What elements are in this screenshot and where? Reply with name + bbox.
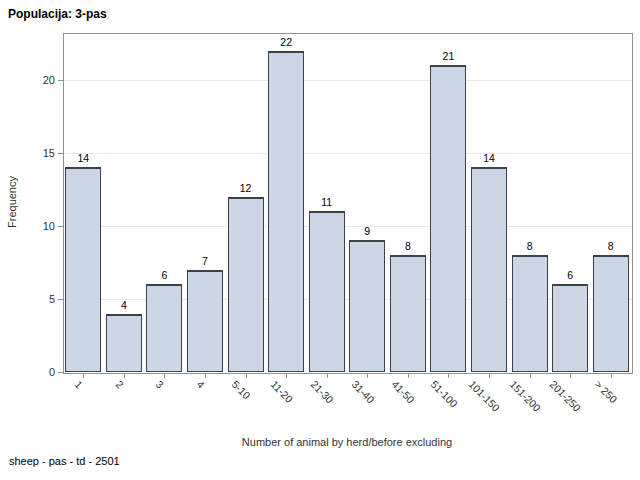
gridline	[64, 153, 632, 154]
bar	[65, 167, 101, 372]
bar-value-label: 7	[202, 255, 208, 267]
bar-value-label: 6	[567, 269, 573, 281]
x-tick-label: 1	[73, 378, 86, 391]
x-tick-label: 11-20	[268, 378, 295, 405]
y-axis-title: Frequency	[6, 176, 18, 228]
y-tick-label: 5	[49, 293, 55, 305]
x-tick-label: 4	[194, 378, 207, 391]
bar-value-label: 8	[527, 240, 533, 252]
x-tick-mark	[448, 373, 449, 378]
x-tick-mark	[367, 373, 368, 378]
bar-value-label: 14	[77, 152, 89, 164]
bar	[146, 284, 182, 372]
y-tick-mark	[58, 299, 63, 300]
y-tick-label: 20	[43, 74, 55, 86]
x-tick-mark	[489, 373, 490, 378]
x-tick-mark	[611, 373, 612, 378]
x-tick-mark	[205, 373, 206, 378]
x-tick-mark	[246, 373, 247, 378]
bar	[349, 240, 385, 372]
bar	[106, 314, 142, 372]
bar-value-label: 8	[608, 240, 614, 252]
bar-value-label: 6	[162, 269, 168, 281]
bar	[390, 255, 426, 372]
x-tick-label: 51-100	[428, 378, 460, 410]
bar	[471, 167, 507, 372]
bar	[268, 51, 304, 372]
y-tick-label: 0	[49, 366, 55, 378]
x-tick-label: 151-200	[507, 378, 543, 414]
bar	[552, 284, 588, 372]
x-tick-mark	[327, 373, 328, 378]
x-tick-label: 2	[113, 378, 126, 391]
x-tick-label: 41-50	[390, 378, 417, 405]
x-tick-label: 201-250	[548, 378, 584, 414]
x-tick-label: 31-40	[349, 378, 376, 405]
x-tick-mark	[124, 373, 125, 378]
gridline	[64, 80, 632, 81]
bar-value-label: 4	[121, 299, 127, 311]
bar-value-label: 21	[443, 50, 455, 62]
bar	[228, 197, 264, 372]
x-tick-mark	[164, 373, 165, 378]
bar	[187, 270, 223, 372]
bar	[430, 65, 466, 372]
bar-value-label: 9	[364, 225, 370, 237]
bar	[593, 255, 629, 372]
y-tick-mark	[58, 80, 63, 81]
bar	[512, 255, 548, 372]
x-axis-title: Number of animal by herd/before excludin…	[242, 436, 452, 448]
bar-value-label: 11	[321, 196, 332, 208]
chart-title: Populacija: 3-pas	[8, 7, 107, 21]
x-tick-mark	[570, 373, 571, 378]
bar-value-label: 8	[405, 240, 411, 252]
x-tick-mark	[530, 373, 531, 378]
bar-value-label: 14	[483, 152, 495, 164]
x-tick-label: 5-10	[230, 378, 253, 401]
y-tick-mark	[58, 226, 63, 227]
chart-footnote: sheep - pas - td - 2501	[9, 455, 120, 467]
bar-value-label: 22	[280, 36, 292, 48]
x-tick-mark	[408, 373, 409, 378]
x-tick-label: 21-30	[309, 378, 336, 405]
x-tick-mark	[83, 373, 84, 378]
x-tick-mark	[286, 373, 287, 378]
x-tick-label: 3	[154, 378, 167, 391]
gridline	[64, 226, 632, 227]
bar	[309, 211, 345, 372]
y-tick-label: 10	[43, 220, 55, 232]
x-tick-label: > 250	[593, 378, 620, 405]
bar-value-label: 12	[240, 182, 252, 194]
frequency-bar-chart: Populacija: 3-pas Frequency Number of an…	[0, 0, 640, 480]
y-tick-mark	[58, 372, 63, 373]
x-tick-label: 101-150	[467, 378, 503, 414]
y-tick-label: 15	[43, 147, 55, 159]
y-tick-mark	[58, 153, 63, 154]
